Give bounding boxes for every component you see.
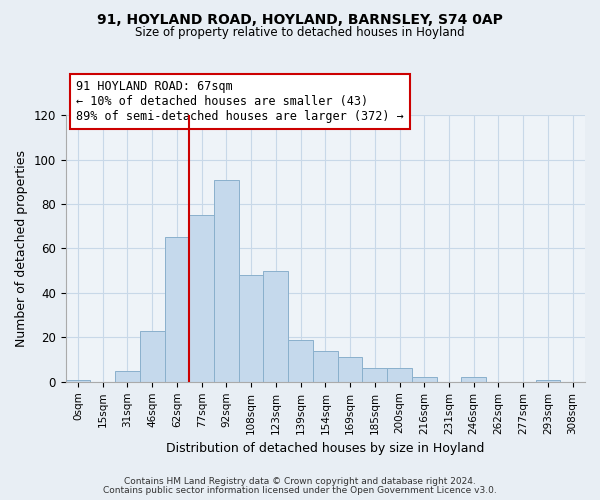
Bar [140,330,164,382]
Bar [362,368,387,382]
Bar [214,180,239,382]
Text: Contains public sector information licensed under the Open Government Licence v3: Contains public sector information licen… [103,486,497,495]
Bar [115,370,140,382]
Bar [65,380,91,382]
Bar [338,358,362,382]
Bar [412,378,437,382]
Text: Size of property relative to detached houses in Hoyland: Size of property relative to detached ho… [135,26,465,39]
Bar [313,350,338,382]
Bar [263,270,288,382]
Text: Contains HM Land Registry data © Crown copyright and database right 2024.: Contains HM Land Registry data © Crown c… [124,478,476,486]
Text: 91, HOYLAND ROAD, HOYLAND, BARNSLEY, S74 0AP: 91, HOYLAND ROAD, HOYLAND, BARNSLEY, S74… [97,12,503,26]
Bar [164,238,190,382]
Text: 91 HOYLAND ROAD: 67sqm
← 10% of detached houses are smaller (43)
89% of semi-det: 91 HOYLAND ROAD: 67sqm ← 10% of detached… [76,80,404,124]
Bar [387,368,412,382]
Y-axis label: Number of detached properties: Number of detached properties [15,150,28,347]
X-axis label: Distribution of detached houses by size in Hoyland: Distribution of detached houses by size … [166,442,485,455]
Bar [239,275,263,382]
Bar [461,378,486,382]
Bar [288,340,313,382]
Bar [190,215,214,382]
Bar [536,380,560,382]
